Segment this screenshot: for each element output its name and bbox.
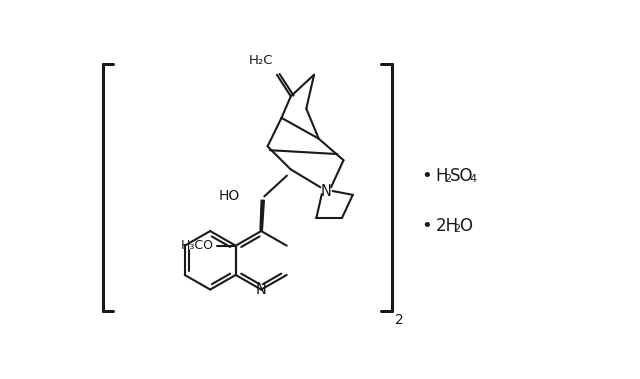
Text: H₃CO: H₃CO xyxy=(181,239,214,252)
Text: 2: 2 xyxy=(395,313,403,327)
Text: N: N xyxy=(321,183,332,199)
Text: •: • xyxy=(421,167,432,185)
Text: H₂C: H₂C xyxy=(249,54,274,67)
Text: HO: HO xyxy=(218,189,239,203)
Text: 4: 4 xyxy=(469,174,476,184)
Polygon shape xyxy=(260,200,264,230)
Text: 2H: 2H xyxy=(436,217,459,235)
Text: N: N xyxy=(256,282,267,297)
Text: H: H xyxy=(436,167,448,185)
Text: 2: 2 xyxy=(444,174,451,184)
Text: •: • xyxy=(421,217,432,235)
Text: 2: 2 xyxy=(454,224,461,234)
Text: O: O xyxy=(459,217,472,235)
Text: SO: SO xyxy=(450,167,473,185)
